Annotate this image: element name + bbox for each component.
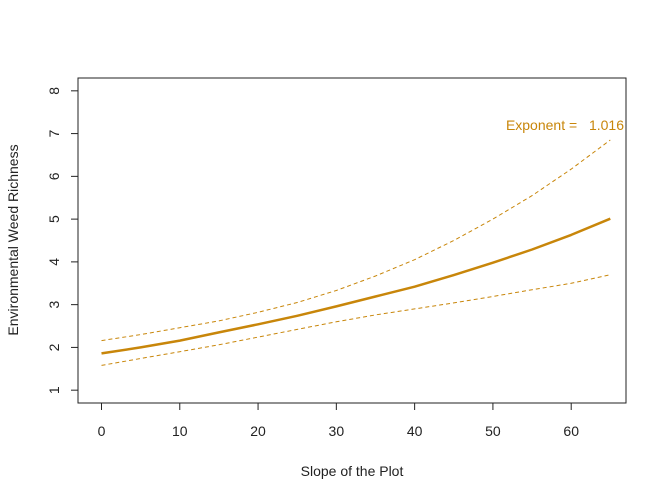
x-tick-label: 40: [407, 423, 423, 439]
y-axis: 1 2 3 4 5 6 7 8: [46, 87, 78, 394]
x-tick-label: 60: [563, 423, 579, 439]
x-tick-label: 20: [250, 423, 266, 439]
series-layer: [101, 139, 611, 366]
plot-frame: [77, 77, 627, 404]
y-tick-label: 1: [46, 386, 62, 394]
y-tick-label: 3: [46, 301, 62, 309]
x-axis-label: Slope of the Plot: [301, 463, 404, 479]
x-tick-label: 30: [329, 423, 345, 439]
y-tick-label: 6: [46, 172, 62, 180]
x-axis: 0 10 20 30 40 50 60: [98, 403, 579, 439]
fit-line: [101, 217, 611, 355]
x-tick-label: 0: [98, 423, 106, 439]
y-tick-label: 2: [46, 343, 62, 351]
exponent-annotation-value: 1.016: [589, 117, 624, 133]
lower-ci-line: [101, 274, 611, 366]
y-tick-label: 5: [46, 215, 62, 223]
y-axis-label: Environmental Weed Richness: [5, 144, 21, 335]
y-tick-label: 4: [46, 258, 62, 266]
exponent-annotation: Exponent = 1.016: [506, 117, 624, 133]
x-tick-label: 50: [485, 423, 501, 439]
y-tick-label: 7: [46, 129, 62, 137]
y-tick-label: 8: [46, 87, 62, 95]
upper-ci-line: [101, 139, 611, 342]
exponent-annotation-label: Exponent =: [506, 117, 581, 133]
x-tick-label: 10: [172, 423, 188, 439]
